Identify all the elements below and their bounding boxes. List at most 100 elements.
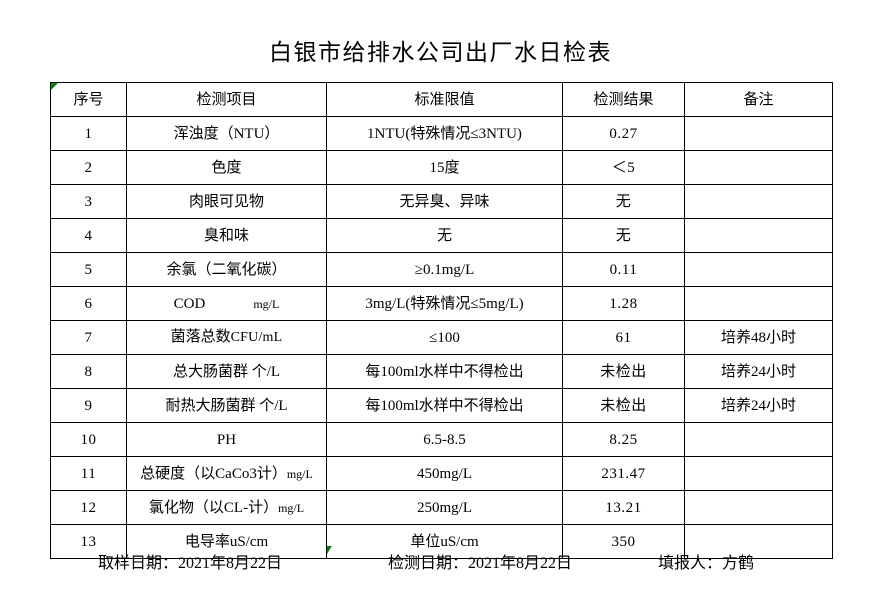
cell-no: 1 bbox=[50, 116, 127, 151]
cell-note: 培养24小时 bbox=[684, 354, 833, 389]
cell-item: 余氯（二氧化碳） bbox=[126, 252, 327, 287]
cell-note bbox=[684, 116, 833, 151]
cell-item: 总硬度（以CaCo3计）mg/L bbox=[126, 456, 327, 491]
cell-item: 臭和味 bbox=[126, 218, 327, 253]
cell-note bbox=[684, 422, 833, 457]
cell-no: 6 bbox=[50, 286, 127, 321]
table-row: 8 总大肠菌群 个/L 每100ml水样中不得检出 未检出 培养24小时 bbox=[50, 354, 833, 389]
cell-result: 1.28 bbox=[562, 286, 685, 321]
cell-no: 8 bbox=[50, 354, 127, 389]
cell-result: 无 bbox=[562, 218, 685, 253]
table-row: 9 耐热大肠菌群 个/L 每100ml水样中不得检出 未检出 培养24小时 bbox=[50, 388, 833, 423]
table-row: 1 浑浊度（NTU） 1NTU(特殊情况≤3NTU) 0.27 bbox=[50, 116, 833, 151]
cell-result: 350 bbox=[562, 524, 685, 559]
cell-no: 10 bbox=[50, 422, 127, 457]
report-table-container: 序号 检测项目 标准限值 检测结果 备注 1 浑浊度（NTU） 1NTU(特殊情况≤… bbox=[50, 82, 833, 559]
table-row: 3 肉眼可见物 无异臭、异味无 bbox=[50, 184, 833, 219]
cell-item: 浑浊度（NTU） bbox=[126, 116, 327, 151]
cell-standard: 3mg/L(特殊情况≤5mg/L) bbox=[326, 286, 563, 321]
cell-item: 菌落总数CFU/mL bbox=[126, 320, 327, 355]
cell-result: ＜5 bbox=[562, 150, 685, 185]
table-body: 序号 检测项目 标准限值 检测结果 备注 1 浑浊度（NTU） 1NTU(特殊情况≤… bbox=[50, 82, 833, 559]
column-header-note: 备注 bbox=[684, 82, 833, 117]
cell-note bbox=[684, 150, 833, 185]
table-row: 13 电导率uS/cm 单位uS/cm 350 bbox=[50, 524, 833, 559]
test-date-label: 检测日期：2021年8月22日 bbox=[388, 555, 573, 572]
comment-marker-bottom-icon bbox=[327, 546, 332, 554]
cell-standard: 无异臭、异味 bbox=[326, 184, 563, 219]
cell-no: 12 bbox=[50, 490, 127, 525]
cell-no: 13 bbox=[50, 524, 127, 559]
cell-result: 8.25 bbox=[562, 422, 685, 457]
cell-result: 61 bbox=[562, 320, 685, 355]
cell-result: 13.21 bbox=[562, 490, 685, 525]
cell-note bbox=[684, 524, 833, 559]
cell-item: 氯化物（以CL-计）mg/L bbox=[126, 490, 327, 525]
cell-no: 4 bbox=[50, 218, 127, 253]
cell-result: 未检出 bbox=[562, 388, 685, 423]
table-row: 2 色度 15度 ＜5 bbox=[50, 150, 833, 185]
cell-standard: ≥0.1mg/L bbox=[326, 252, 563, 287]
cell-item: 肉眼可见物 bbox=[126, 184, 327, 219]
cell-result: 231.47 bbox=[562, 456, 685, 491]
cell-standard: 1NTU(特殊情况≤3NTU) bbox=[326, 116, 563, 151]
cell-item: COD mg/L bbox=[126, 286, 327, 321]
page-title: 白银市给排水公司出厂水日检表 bbox=[269, 40, 612, 65]
item-unit: mg/L bbox=[286, 466, 313, 481]
cell-standard: 每100ml水样中不得检出 bbox=[326, 354, 563, 389]
column-header-item: 检测项目 bbox=[126, 82, 327, 117]
table-row: 7 菌落总数CFU/mL ≤100 61 培养48小时 bbox=[50, 320, 833, 355]
cell-result: 未检出 bbox=[562, 354, 685, 389]
cell-standard: ≤100 bbox=[326, 320, 563, 355]
table-row: 4 臭和味无无 bbox=[50, 218, 833, 253]
cell-standard: 无 bbox=[326, 218, 563, 253]
item-name: 菌落总数 bbox=[170, 329, 231, 345]
cell-standard: 250mg/L bbox=[326, 490, 563, 525]
table-row: 5 余氯（二氧化碳） ≥0.1mg/L 0.11 bbox=[50, 252, 833, 287]
table-row: 6 COD mg/L 3mg/L(特殊情况≤5mg/L) 1.28 bbox=[50, 286, 833, 321]
cell-note bbox=[684, 286, 833, 321]
cell-result: 0.27 bbox=[562, 116, 685, 151]
cell-item: PH bbox=[126, 422, 327, 457]
cell-standard: 6.5-8.5 bbox=[326, 422, 563, 457]
comment-marker-icon bbox=[51, 83, 58, 90]
item-unit: mg/L bbox=[253, 296, 280, 311]
cell-item: 电导率uS/cm bbox=[126, 524, 327, 559]
item-name: COD bbox=[173, 295, 206, 312]
cell-note bbox=[684, 184, 833, 219]
water-quality-table: 序号 检测项目 标准限值 检测结果 备注 1 浑浊度（NTU） 1NTU(特殊情况≤… bbox=[50, 82, 833, 559]
table-row: 12 氯化物（以CL-计）mg/L 250mg/L 13.21 bbox=[50, 490, 833, 525]
cell-note bbox=[684, 252, 833, 287]
cell-item: 色度 bbox=[126, 150, 327, 185]
cell-no: 11 bbox=[50, 456, 127, 491]
cell-no: 7 bbox=[50, 320, 127, 355]
column-header-no: 序号 bbox=[50, 82, 127, 117]
table-row: 10 PH 6.5-8.5 8.25 bbox=[50, 422, 833, 457]
cell-standard: 15度 bbox=[326, 150, 563, 185]
footer: 取样日期：2021年8月22日 检测日期：2021年8月22日 填报人：方鹤 bbox=[50, 551, 832, 577]
cell-standard: 450mg/L bbox=[326, 456, 563, 491]
item-name: 氯化物（以CL-计） bbox=[148, 499, 279, 516]
sample-date-label: 取样日期：2021年8月22日 bbox=[98, 555, 283, 572]
item-name: 总硬度（以CaCo3计） bbox=[140, 465, 287, 482]
item-unit: CFU/mL bbox=[230, 330, 283, 345]
cell-no: 5 bbox=[50, 252, 127, 287]
cell-no: 9 bbox=[50, 388, 127, 423]
cell-item: 总大肠菌群 个/L bbox=[126, 354, 327, 389]
cell-note: 培养48小时 bbox=[684, 320, 833, 355]
cell-result: 0.11 bbox=[562, 252, 685, 287]
cell-note bbox=[684, 490, 833, 525]
item-unit: mg/L bbox=[278, 500, 305, 515]
cell-item: 耐热大肠菌群 个/L bbox=[126, 388, 327, 423]
cell-no: 2 bbox=[50, 150, 127, 185]
cell-standard: 每100ml水样中不得检出 bbox=[326, 388, 563, 423]
cell-note bbox=[684, 218, 833, 253]
filler-label: 填报人：方鹤 bbox=[658, 555, 755, 572]
column-header-standard: 标准限值 bbox=[326, 82, 563, 117]
cell-result: 无 bbox=[562, 184, 685, 219]
cell-note bbox=[684, 456, 833, 491]
table-row: 11 总硬度（以CaCo3计）mg/L 450mg/L 231.47 bbox=[50, 456, 833, 491]
cell-no: 3 bbox=[50, 184, 127, 219]
column-header-result: 检测结果 bbox=[562, 82, 685, 117]
